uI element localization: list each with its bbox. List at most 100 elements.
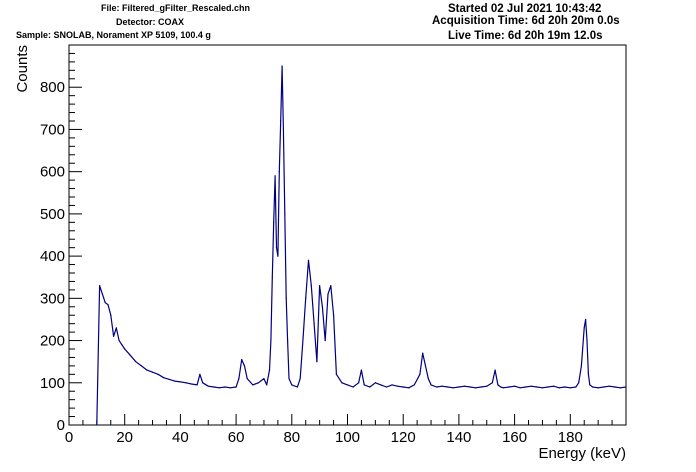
data-point	[282, 128, 285, 131]
plot-frame	[68, 44, 627, 426]
data-point	[385, 386, 388, 388]
data-point	[229, 387, 232, 389]
data-point	[346, 384, 349, 386]
data-point	[525, 386, 527, 388]
data-point	[157, 373, 159, 375]
data-point	[96, 424, 98, 426]
data-point	[452, 387, 454, 389]
data-point	[500, 386, 502, 388]
spectrum-line	[96, 65, 627, 426]
data-point	[112, 335, 115, 337]
data-point	[243, 365, 246, 367]
data-point	[270, 339, 272, 342]
x-tick-label: 120	[391, 429, 416, 446]
data-point	[313, 323, 315, 325]
x-tick-label: 100	[335, 429, 360, 446]
data-point	[252, 384, 254, 386]
data-point	[580, 365, 583, 367]
data-point	[104, 301, 106, 304]
data-point	[552, 385, 555, 387]
acquisition-time-label: Acquisition Time: 6d 20h 20m 0.0s	[432, 15, 620, 27]
data-point	[413, 384, 415, 386]
data-point	[115, 327, 117, 329]
data-point	[536, 386, 538, 388]
data-point	[224, 386, 226, 388]
data-point	[163, 377, 165, 379]
data-point	[238, 377, 240, 380]
x-tick-label: 20	[116, 429, 133, 446]
data-point	[278, 171, 280, 173]
data-point	[271, 276, 273, 278]
data-point	[263, 377, 265, 380]
data-point	[441, 385, 443, 387]
data-point	[174, 380, 176, 382]
x-tick-label: 140	[446, 429, 471, 446]
data-point	[514, 385, 516, 387]
data-point	[299, 377, 301, 380]
data-point	[358, 382, 360, 384]
data-point	[335, 373, 337, 375]
data-point	[597, 387, 599, 389]
data-point	[541, 387, 544, 389]
data-point	[305, 297, 307, 299]
x-tick-label: 40	[172, 429, 189, 446]
data-point	[463, 385, 466, 387]
y-tick-label: 700	[40, 121, 65, 138]
data-point	[135, 361, 137, 363]
data-point	[316, 361, 318, 363]
data-point	[575, 386, 577, 388]
data-point	[280, 120, 282, 122]
data-point	[585, 318, 587, 321]
data-point	[277, 255, 279, 257]
data-point	[202, 382, 204, 384]
data-point	[369, 386, 371, 388]
data-point	[591, 386, 594, 388]
data-point	[118, 339, 120, 342]
data-point	[486, 385, 488, 387]
data-point	[619, 387, 622, 389]
data-point	[110, 314, 112, 316]
y-tick-label: 200	[40, 333, 65, 350]
y-tick-label: 600	[40, 164, 65, 181]
data-point	[475, 387, 477, 389]
data-point	[447, 386, 449, 388]
data-point	[625, 386, 627, 388]
started-label: Started 02 Jul 2021 10:43:42	[448, 3, 602, 15]
x-tick-label: 160	[502, 429, 527, 446]
data-point	[207, 385, 209, 387]
data-point	[107, 304, 109, 306]
data-point	[296, 386, 298, 388]
data-point	[284, 213, 286, 215]
data-point	[502, 387, 505, 389]
data-point	[281, 65, 283, 67]
data-point	[380, 384, 382, 386]
data-point	[519, 387, 521, 389]
data-point	[363, 384, 365, 386]
data-point	[285, 297, 287, 299]
data-point	[589, 384, 591, 386]
data-point	[547, 386, 549, 388]
data-point	[360, 369, 363, 371]
data-point	[341, 382, 343, 384]
data-point	[408, 387, 410, 389]
data-point	[508, 386, 510, 388]
data-point	[324, 339, 326, 342]
data-point	[436, 386, 438, 388]
data-point	[196, 384, 198, 386]
data-point	[241, 358, 243, 361]
data-point	[129, 354, 131, 356]
data-point	[422, 352, 424, 354]
data-point	[319, 285, 321, 287]
data-point	[168, 378, 170, 380]
data-point	[586, 339, 588, 342]
data-point	[101, 293, 104, 295]
data-point	[583, 327, 585, 329]
live-time-label: Live Time: 6d 20h 19m 12.0s	[448, 30, 603, 42]
detector-label: Detector: COAX	[116, 17, 185, 27]
data-point	[374, 382, 376, 384]
data-point	[430, 384, 432, 386]
data-point	[332, 314, 335, 316]
x-axis-ticks: 0 20 40 60 80 100 120 140 160 180	[65, 414, 613, 446]
data-point	[307, 259, 310, 261]
data-point	[266, 384, 268, 386]
